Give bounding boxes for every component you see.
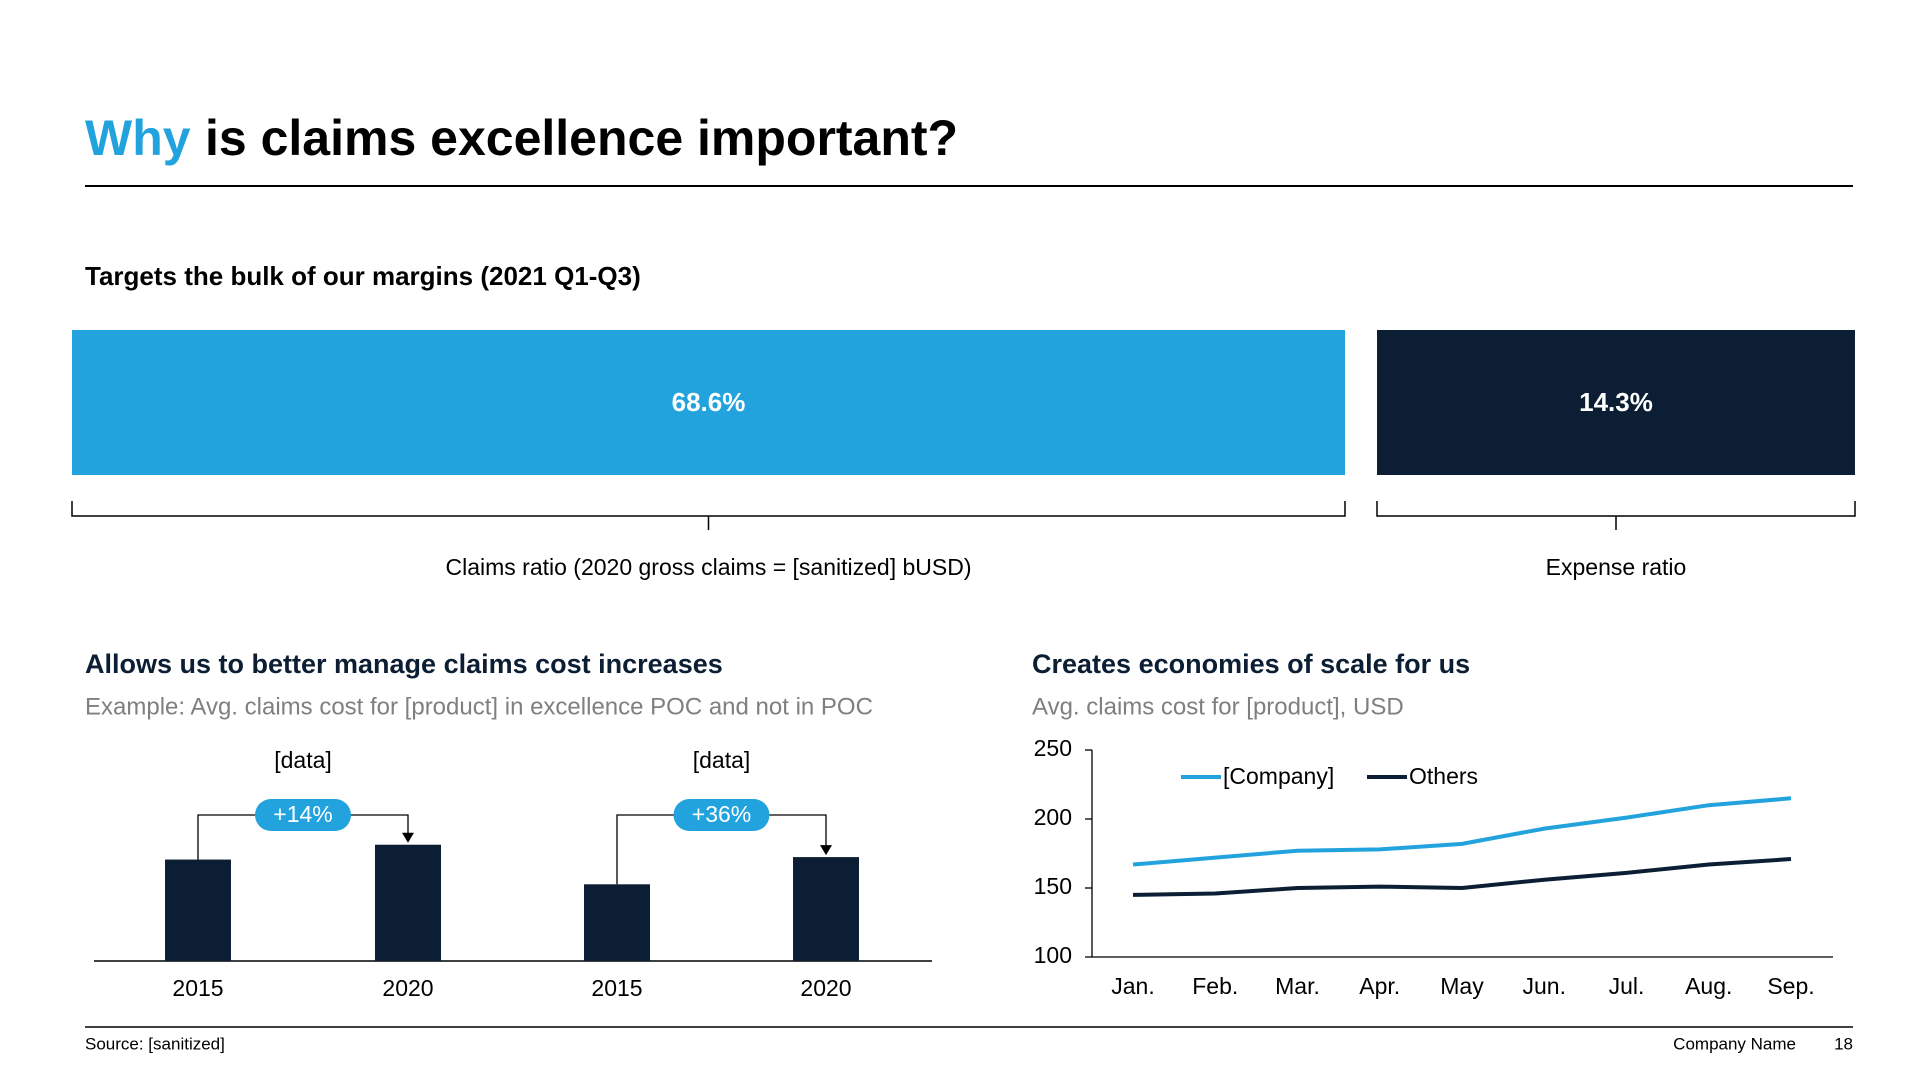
- bar: [375, 844, 441, 961]
- x-tick-label: 2015: [591, 975, 642, 1001]
- y-tick-label: 200: [1034, 804, 1072, 830]
- x-tick-label: Feb.: [1192, 973, 1238, 999]
- ratio-label: 14.3%: [1579, 387, 1653, 417]
- x-tick-label: May: [1440, 973, 1484, 999]
- change-label: +36%: [692, 801, 751, 827]
- x-tick-label: Sep.: [1767, 973, 1814, 999]
- change-label: +14%: [273, 801, 332, 827]
- ratio-category: Expense ratio: [1546, 554, 1687, 580]
- change-bubble: [255, 799, 351, 831]
- x-tick-label: Jan.: [1111, 973, 1154, 999]
- x-tick-label: 2020: [382, 975, 433, 1001]
- title-highlight: Why: [85, 110, 191, 166]
- bar: [793, 857, 859, 961]
- group-label: [data]: [693, 747, 751, 773]
- section-title: Targets the bulk of our margins (2021 Q1…: [85, 261, 641, 291]
- bar: [584, 884, 650, 961]
- group-label: [data]: [274, 747, 332, 773]
- brace: [1376, 501, 1856, 530]
- ratio-label: 68.6%: [672, 387, 746, 417]
- x-tick-label: Mar.: [1275, 973, 1320, 999]
- y-tick-label: 100: [1034, 942, 1072, 968]
- x-tick-label: 2015: [172, 975, 223, 1001]
- section-subtitle: Avg. claims cost for [product], USD: [1032, 693, 1404, 720]
- line: [1132, 796, 1792, 867]
- legend-label: Others: [1409, 763, 1478, 789]
- company: Company Name: [1673, 1034, 1796, 1053]
- x-tick-label: Aug.: [1685, 973, 1732, 999]
- legend-label: [Company]: [1223, 763, 1334, 789]
- x-tick-label: 2020: [800, 975, 851, 1001]
- ratio-block: [1377, 330, 1855, 475]
- ratio-block: [72, 330, 1345, 475]
- arrow-head: [402, 832, 414, 843]
- x-tick-label: Jun.: [1523, 973, 1566, 999]
- arrow-head: [820, 845, 832, 856]
- x-tick-label: Jul.: [1609, 973, 1645, 999]
- section-title: Allows us to better manage claims cost i…: [85, 649, 723, 679]
- x-tick-label: Apr.: [1359, 973, 1400, 999]
- title: is claims excellence important?: [205, 110, 958, 166]
- brace: [71, 501, 1346, 530]
- bar: [165, 859, 231, 961]
- section-title: Creates economies of scale for us: [1032, 649, 1470, 679]
- y-tick-label: 150: [1034, 873, 1072, 899]
- source: Source: [sanitized]: [85, 1034, 225, 1053]
- line: [1132, 857, 1792, 897]
- y-tick-label: 250: [1034, 735, 1072, 761]
- section-subtitle: Example: Avg. claims cost for [product] …: [85, 693, 873, 720]
- change-bubble: [673, 799, 770, 831]
- ratio-category: Claims ratio (2020 gross claims = [sanit…: [446, 554, 972, 580]
- page-number: 18: [1834, 1034, 1853, 1053]
